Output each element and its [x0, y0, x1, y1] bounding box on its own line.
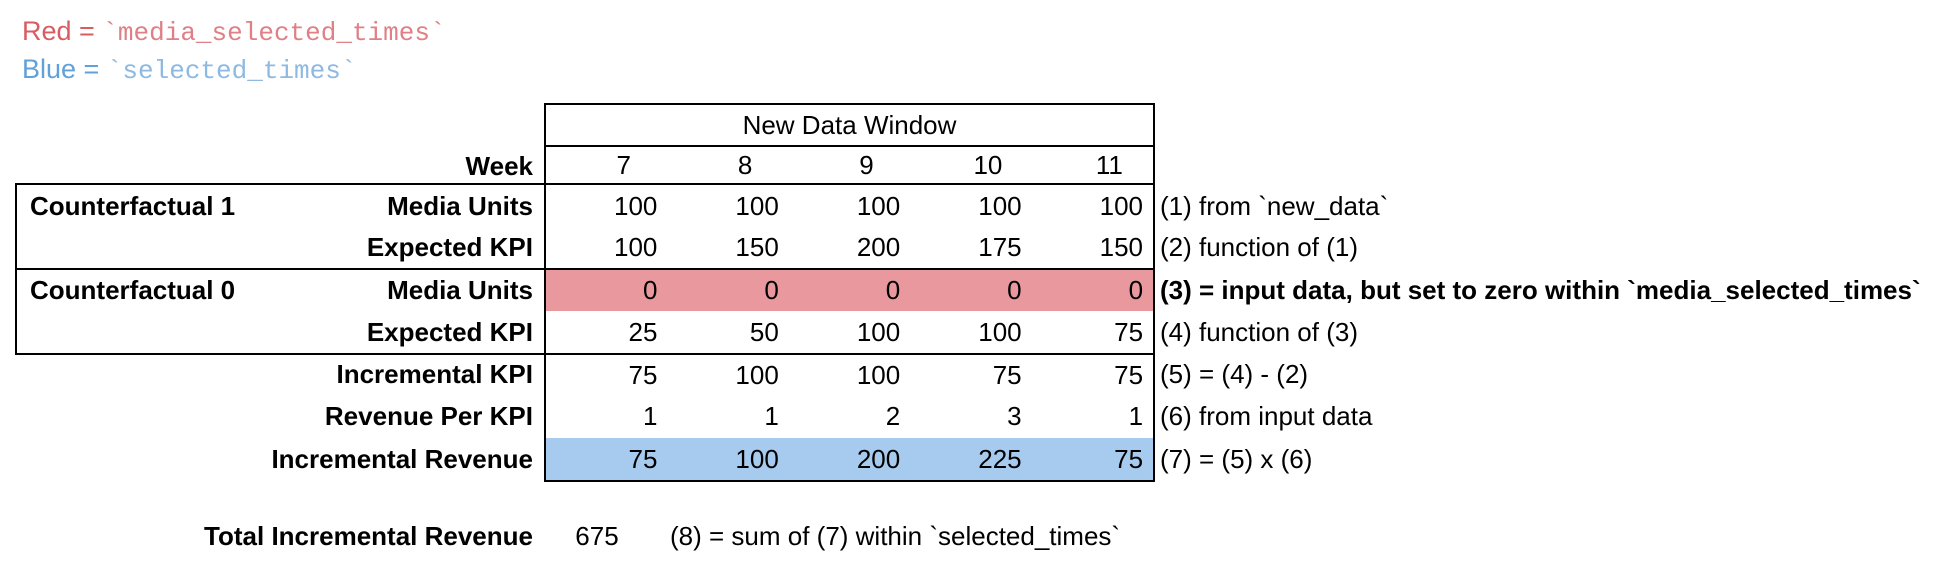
table-cell: 225 — [978, 444, 1022, 474]
week-number: 8 — [737, 150, 753, 180]
counterfactual-0-label: Counterfactual 0 — [30, 275, 236, 305]
table-row-media-units-cf0-red: 0 0 0 0 0 — [546, 268, 1153, 311]
table-cell: 100 — [978, 317, 1022, 347]
table-cell: 0 — [1128, 275, 1144, 305]
legend-red-code: `media_selected_times` — [102, 18, 446, 48]
legend-blue-line: Blue = `selected_times` — [22, 52, 356, 86]
table-cell: 100 — [614, 232, 658, 262]
annotation-1: (1) from `new_data` — [1160, 191, 1389, 221]
counterfactual-1-label: Counterfactual 1 — [30, 191, 236, 221]
table-cell: 75 — [628, 360, 658, 390]
table-row-expected-kpi-cf0: 25 50 100 100 75 — [546, 311, 1153, 353]
table-cell: 75 — [628, 444, 658, 474]
table-cell: 75 — [1114, 444, 1144, 474]
row-label-incremental-revenue: Incremental Revenue — [271, 444, 533, 474]
table-cell: 150 — [1099, 232, 1144, 262]
week-number: 7 — [616, 150, 631, 180]
legend-red-label: Red = — [22, 16, 103, 46]
annotation-4: (4) function of (3) — [1160, 317, 1358, 347]
legend-blue-code: `selected_times` — [106, 56, 357, 86]
table-row-incremental-kpi: 75 100 100 75 75 — [546, 353, 1153, 395]
total-incremental-revenue-value: 675 — [575, 521, 619, 551]
row-label-media-units-cf0: Media Units — [387, 275, 533, 305]
table-cell: 1 — [764, 401, 779, 431]
table-row-media-units-cf1: 100 100 100 100 100 — [546, 185, 1153, 227]
table-cell: 100 — [735, 444, 779, 474]
table-cell: 150 — [735, 232, 779, 262]
annotation-7: (7) = (5) x (6) — [1160, 444, 1313, 474]
week-number: 11 — [1095, 150, 1123, 180]
table-cell: 1 — [1128, 401, 1144, 431]
table-cell: 100 — [1099, 191, 1144, 221]
week-number: 10 — [973, 150, 1003, 180]
table-cell: 100 — [856, 317, 901, 347]
table-cell: 200 — [856, 232, 901, 262]
row-label-media-units-cf1: Media Units — [387, 191, 533, 221]
total-incremental-revenue-label: Total Incremental Revenue — [204, 521, 533, 551]
table-cell: 100 — [735, 360, 779, 390]
table-cell: 100 — [735, 191, 779, 221]
table-cell: 0 — [1007, 275, 1022, 305]
annotation-8: (8) = sum of (7) within `selected_times` — [670, 521, 1121, 551]
annotation-2: (2) function of (1) — [1160, 232, 1358, 262]
table-row-revenue-per-kpi: 1 1 2 3 1 — [546, 395, 1153, 438]
table-row-incremental-revenue-blue: 75 100 200 225 75 — [546, 438, 1153, 480]
week-header-row: 7 8 9 10 11 — [546, 147, 1153, 185]
row-label-expected-kpi-cf1: Expected KPI — [366, 232, 533, 262]
table-row-expected-kpi-cf1: 100 150 200 175 150 — [546, 227, 1153, 268]
table-cell: 0 — [642, 275, 658, 305]
table-cell: 1 — [642, 401, 658, 431]
table-cell: 75 — [1114, 317, 1144, 347]
table-cell: 75 — [992, 360, 1022, 390]
table-cell: 3 — [1007, 401, 1022, 431]
legend-red-line: Red = `media_selected_times` — [22, 14, 446, 48]
table-cell: 100 — [978, 191, 1022, 221]
legend-blue-label: Blue = — [22, 54, 107, 84]
annotation-6: (6) from input data — [1160, 401, 1373, 431]
table-title: New Data Window — [546, 105, 1153, 147]
table-cell: 0 — [764, 275, 779, 305]
row-label-revenue-per-kpi: Revenue Per KPI — [324, 401, 533, 431]
table-cell: 0 — [885, 275, 901, 305]
row-label-expected-kpi-cf0: Expected KPI — [366, 317, 533, 347]
week-row-label: Week — [465, 151, 533, 181]
week-number: 9 — [859, 150, 874, 180]
table-cell: 2 — [885, 401, 901, 431]
annotation-5: (5) = (4) - (2) — [1160, 359, 1309, 389]
table-cell: 100 — [856, 360, 901, 390]
data-table: New Data Window 7 8 9 10 11 100 100 100 … — [544, 103, 1155, 482]
table-cell: 175 — [978, 232, 1022, 262]
table-cell: 25 — [628, 317, 658, 347]
counterfactual-0-box — [15, 268, 546, 355]
table-cell: 200 — [856, 444, 901, 474]
table-cell: 75 — [1114, 360, 1144, 390]
table-cell: 100 — [856, 191, 901, 221]
table-cell: 100 — [614, 191, 658, 221]
row-label-incremental-kpi: Incremental KPI — [336, 359, 533, 389]
annotation-3: (3) = input data, but set to zero within… — [1160, 275, 1921, 305]
table-cell: 50 — [749, 317, 779, 347]
